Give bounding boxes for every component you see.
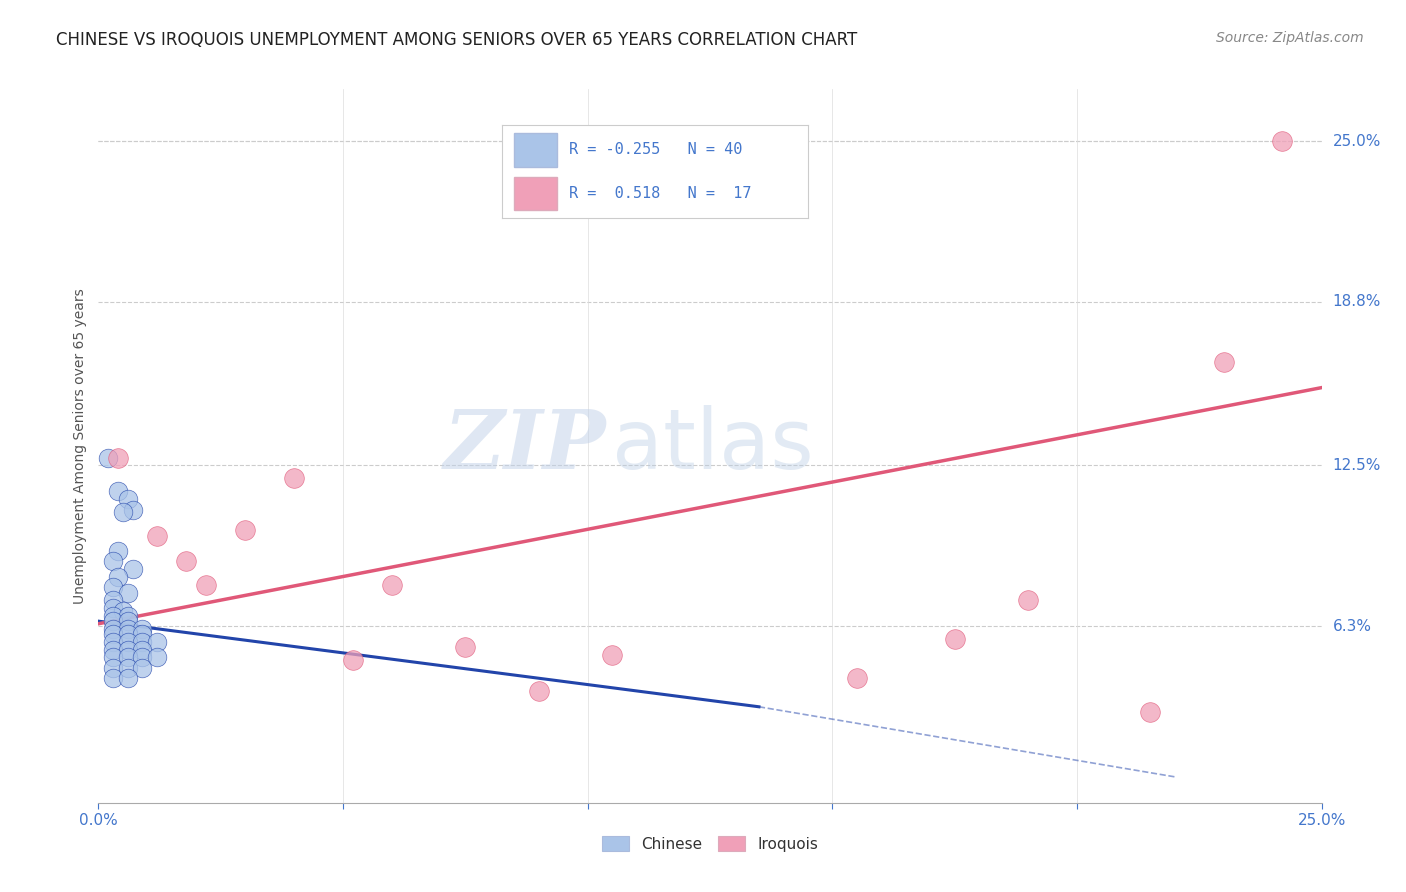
Point bbox=[454, 640, 477, 654]
Point bbox=[131, 642, 153, 657]
Point bbox=[101, 661, 124, 675]
Point bbox=[233, 524, 256, 538]
Point bbox=[101, 581, 124, 595]
Point bbox=[117, 585, 139, 599]
Point bbox=[101, 614, 124, 628]
Point bbox=[845, 671, 868, 685]
Point bbox=[101, 609, 124, 624]
Point bbox=[111, 604, 134, 618]
Text: CHINESE VS IROQUOIS UNEMPLOYMENT AMONG SENIORS OVER 65 YEARS CORRELATION CHART: CHINESE VS IROQUOIS UNEMPLOYMENT AMONG S… bbox=[56, 31, 858, 49]
Point bbox=[101, 642, 124, 657]
Point bbox=[600, 648, 623, 662]
Text: ZIP: ZIP bbox=[443, 406, 606, 486]
Point bbox=[1212, 354, 1234, 368]
Point bbox=[146, 650, 169, 665]
Point bbox=[101, 601, 124, 615]
Point bbox=[131, 622, 153, 636]
Point bbox=[146, 528, 169, 542]
Point bbox=[107, 484, 129, 499]
Point bbox=[283, 471, 305, 485]
Point bbox=[111, 505, 134, 519]
Legend: Chinese, Iroquois: Chinese, Iroquois bbox=[593, 828, 827, 859]
Point bbox=[943, 632, 966, 647]
Text: 25.0%: 25.0% bbox=[1333, 134, 1381, 149]
Point bbox=[131, 627, 153, 641]
Point bbox=[101, 650, 124, 665]
Point bbox=[1271, 134, 1294, 148]
Point bbox=[107, 570, 129, 584]
Point bbox=[131, 635, 153, 649]
Point bbox=[1139, 705, 1161, 719]
Point bbox=[101, 622, 124, 636]
Point bbox=[117, 661, 139, 675]
Text: 18.8%: 18.8% bbox=[1333, 294, 1381, 310]
Y-axis label: Unemployment Among Seniors over 65 years: Unemployment Among Seniors over 65 years bbox=[73, 288, 87, 604]
Point bbox=[117, 614, 139, 628]
Point bbox=[195, 578, 218, 592]
Text: 6.3%: 6.3% bbox=[1333, 619, 1372, 634]
Point bbox=[97, 450, 120, 465]
Point bbox=[117, 609, 139, 624]
Point bbox=[117, 492, 139, 507]
Point bbox=[107, 544, 129, 558]
Point bbox=[101, 627, 124, 641]
Point bbox=[1017, 593, 1039, 607]
Point bbox=[101, 593, 124, 607]
Point bbox=[527, 684, 550, 698]
Point bbox=[101, 554, 124, 568]
Point bbox=[117, 635, 139, 649]
Point bbox=[146, 635, 169, 649]
Point bbox=[117, 627, 139, 641]
Point bbox=[121, 502, 143, 516]
Point bbox=[101, 671, 124, 685]
Point bbox=[176, 554, 198, 568]
Point bbox=[117, 650, 139, 665]
Point bbox=[117, 642, 139, 657]
Point bbox=[381, 578, 404, 592]
Point bbox=[117, 671, 139, 685]
Text: 12.5%: 12.5% bbox=[1333, 458, 1381, 473]
Point bbox=[107, 450, 129, 465]
Text: atlas: atlas bbox=[612, 406, 814, 486]
Point bbox=[121, 562, 143, 576]
Point bbox=[131, 650, 153, 665]
Text: Source: ZipAtlas.com: Source: ZipAtlas.com bbox=[1216, 31, 1364, 45]
Point bbox=[117, 622, 139, 636]
Point bbox=[342, 653, 364, 667]
Point bbox=[131, 661, 153, 675]
Point bbox=[101, 635, 124, 649]
